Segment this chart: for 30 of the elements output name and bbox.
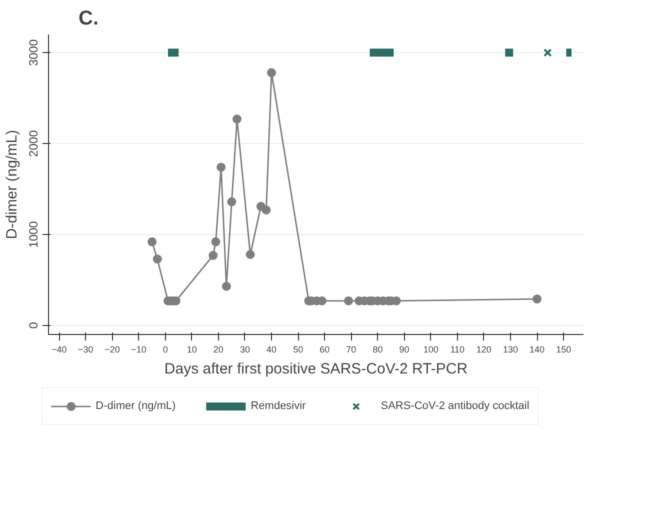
x-tick-label: 50	[293, 344, 304, 354]
legend-label: SARS-CoV-2 antibody cocktail	[380, 400, 530, 412]
x-tick-label: 140	[530, 344, 545, 354]
x-tick-label: −20	[104, 344, 120, 354]
x-tick-label: −30	[78, 344, 94, 354]
x-tick-label: 10	[186, 344, 197, 354]
x-tick-label: 30	[240, 344, 250, 354]
x-tick-label: 60	[320, 344, 330, 354]
y-tick-label: 3000	[26, 39, 40, 66]
chart-title: C.	[78, 8, 98, 30]
x-tick-label: 80	[372, 344, 383, 354]
x-tick-label: 0	[162, 344, 168, 354]
legend-label: D-dimer (ng/mL)	[96, 400, 176, 412]
y-axis-title: D-dimer (ng/mL)	[4, 130, 20, 240]
x-tick-label: −10	[131, 344, 146, 354]
x-tick-label: 130	[502, 344, 518, 354]
y-tick-label: 0	[26, 322, 40, 329]
x-tick-label: 20	[213, 344, 224, 354]
x-tick-label: 70	[346, 344, 356, 354]
y-tick-label: 1000	[26, 220, 40, 248]
x-tick-label: 120	[476, 344, 492, 354]
x-axis-title: Days after first positive SARS-CoV-2 RT-PCR	[164, 360, 468, 378]
x-tick-label: 150	[556, 344, 572, 354]
x-tick-label: 90	[399, 344, 410, 354]
x-tick-label: 110	[450, 344, 465, 354]
x-tick-label: −40	[51, 344, 67, 354]
y-tick-label: 2000	[26, 130, 40, 157]
x-tick-label: 40	[266, 344, 277, 354]
x-tick-label: 100	[423, 344, 438, 354]
legend-label: Remdesivir	[250, 400, 306, 412]
